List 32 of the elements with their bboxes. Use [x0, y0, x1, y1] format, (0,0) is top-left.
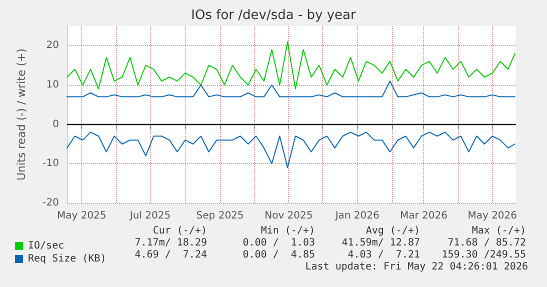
text: Min (-/+) — [260, 226, 315, 236]
y-tick-label: -10 — [42, 158, 59, 170]
text: 0.00 / 1.03 — [242, 238, 315, 248]
x-tick-label: Jan 2026 — [334, 210, 380, 222]
x-tick-label: Mar 2026 — [400, 210, 448, 222]
x-tick-label: Nov 2025 — [264, 210, 313, 222]
text: 159.30 /249.55 — [442, 250, 526, 260]
text: 4.69 / 7.24 — [134, 250, 207, 260]
text: Cur (-/+) — [152, 226, 207, 236]
text: 7.17m/ 18.29 — [134, 238, 207, 248]
x-tick-label: May 2025 — [56, 210, 106, 222]
y-axis-title: Units read (-) / write (+) — [15, 48, 28, 181]
text: 41.59m/ 12.87 — [342, 238, 420, 248]
chart-title: IOs for /dev/sda - by year — [191, 8, 357, 23]
line-series — [66, 80, 516, 98]
x-tick-label: Sep 2025 — [196, 210, 244, 222]
text: Max (-/+) — [472, 226, 526, 236]
legend-label: IO/sec — [28, 240, 64, 252]
x-tick-label: Jul 2025 — [128, 210, 171, 222]
legend-label: Req Size (KB) — [28, 254, 106, 264]
text: 4.03 / 7.21 — [348, 250, 420, 260]
y-tick-label: 10 — [46, 80, 59, 90]
x-tick-label: May 2026 — [468, 210, 518, 222]
y-tick-label: 0 — [52, 118, 59, 130]
line-series — [66, 132, 516, 168]
text: Last update: Fri May 22 04:26:01 2026 — [305, 262, 528, 272]
y-tick-label: 20 — [46, 40, 59, 52]
y-tick-label: -20 — [42, 198, 59, 208]
line-series — [66, 41, 516, 90]
text: 71.68 / 85.72 — [448, 238, 526, 248]
text: 0.00 / 4.85 — [242, 250, 315, 260]
text: Avg (-/+) — [366, 226, 420, 236]
